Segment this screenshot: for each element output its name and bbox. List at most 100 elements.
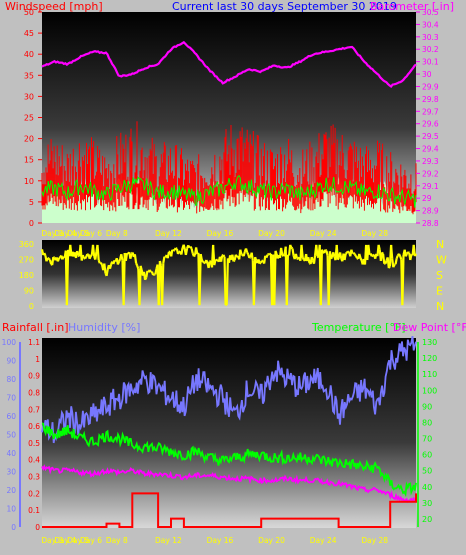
temperature-tick-label: 110 [422, 370, 437, 379]
wind-direction-segment [47, 256, 50, 260]
wind-direction-segment [51, 256, 55, 266]
x-axis-day-label: Day 5 [67, 229, 89, 238]
temperature-axis-label: Temperature [°F] [311, 321, 406, 334]
wind-direction-segment [274, 250, 278, 255]
wind-direction-segment [371, 254, 374, 258]
wind-direction-segment [300, 244, 304, 259]
wind-direction-segment [336, 257, 340, 261]
wind-direction-segment [382, 253, 386, 264]
x-axis-day-label: Day 8 [106, 229, 128, 238]
wind-tick-label: 10 [24, 177, 34, 186]
wind-direction-segment [401, 254, 405, 306]
wind-direction-segment [325, 250, 329, 257]
humidity-line [41, 335, 417, 444]
wind-tick-label: 25 [24, 114, 34, 123]
barometer-axis-label: Barometer [.in] [370, 0, 454, 13]
barometer-tick-label: 29.1 [422, 182, 439, 191]
wind-axis-label: Windspeed [mph] [5, 0, 103, 13]
wind-direction-segment [282, 253, 286, 257]
wind-direction-segment [99, 262, 104, 266]
wind-direction-segment [108, 263, 113, 269]
wind-average-area [42, 172, 416, 223]
wind-direction-segment [198, 254, 202, 306]
wind-direction-segment [205, 259, 209, 264]
wind-direction-segment [138, 265, 142, 306]
direction-tick-label: 90 [24, 287, 34, 296]
temperature-tick-label: 60 [422, 451, 432, 460]
wind-direction-segment [394, 258, 398, 265]
wind-direction-segment [124, 252, 129, 261]
wind-direction-segment [58, 256, 61, 260]
wind-direction-segment [315, 244, 319, 257]
wind-direction-segment [344, 251, 348, 255]
direction-tick-label: 270 [19, 256, 34, 265]
wind-direction-segment [182, 244, 186, 250]
barometer-tick-label: 30.4 [422, 20, 439, 29]
barometer-tick-label: 30.5 [422, 8, 439, 17]
x-axis-day-label: Day 28 [361, 229, 388, 238]
wind-direction-segment [407, 251, 410, 254]
wind-direction-segment [175, 247, 178, 250]
wind-direction-segment [180, 247, 184, 255]
wind-direction-segment [172, 249, 176, 252]
wind-tick-label: 45 [24, 29, 34, 38]
wind-direction-segment [213, 259, 217, 266]
rain-tick-label: 0.3 [28, 473, 40, 482]
wind-direction-segment [339, 252, 343, 259]
wind-direction-segment [280, 247, 284, 256]
dewpoint-axis-label: Dew Point [°F] [393, 321, 466, 334]
wind-direction-segment [267, 253, 270, 256]
barometer-tick-label: 29 [422, 194, 432, 203]
rain-tick-label: 0.8 [28, 388, 40, 397]
wind-direction-segment [291, 248, 295, 256]
wind-direction-segment [158, 260, 163, 267]
barometer-tick-label: 30.2 [422, 45, 439, 54]
barometer-line [41, 40, 417, 88]
wind-direction-segment [148, 269, 152, 273]
wind-direction-segment [324, 248, 328, 252]
wind-direction-segment [105, 269, 109, 277]
wind-direction-segment [273, 250, 277, 306]
wind-direction-segment [413, 253, 417, 257]
wind-direction-segment [320, 249, 325, 253]
wind-direction-segment [398, 253, 402, 257]
barometer-tick-label: 29.8 [422, 95, 439, 104]
wind-direction-segment [310, 256, 314, 261]
temperature-tick-label: 90 [422, 402, 432, 411]
wind-tick-label: 20 [24, 135, 34, 144]
wind-direction-segment [161, 263, 165, 306]
wind-tick-label: 5 [29, 198, 34, 207]
humidity-tick-label: 0 [11, 523, 16, 532]
wind-direction-segment [399, 255, 403, 260]
wind-direction-segment [312, 255, 317, 264]
rain-tick-label: 1.1 [28, 338, 40, 347]
wind-direction-segment [285, 254, 289, 306]
wind-direction-segment [332, 252, 336, 257]
barometer-tick-label: 29.2 [422, 169, 439, 178]
humidity-tick-label: 20 [6, 486, 16, 495]
barometer-tick-label: 29.5 [422, 132, 439, 141]
rain-tick-label: 0.5 [28, 439, 40, 448]
wind-direction-segment [294, 253, 299, 259]
direction-tick-label: 0 [29, 302, 34, 311]
temperature-tick-label: 50 [422, 467, 432, 476]
wind-direction-segment [184, 248, 189, 256]
wind-tick-label: 0 [29, 219, 34, 228]
wind-direction-segment [246, 251, 250, 256]
wind-direction-segment [359, 257, 363, 261]
humidity-tick-label: 40 [6, 449, 16, 458]
wind-direction-segment [129, 253, 133, 259]
direction-panel [42, 240, 416, 308]
x-axis-day-label: Day 6 [80, 229, 102, 238]
wind-direction-segment [358, 253, 362, 259]
wind-direction-segment [353, 253, 357, 257]
wind-direction-segment [85, 253, 89, 258]
wind-direction-segment [177, 251, 181, 255]
wind-direction-segment [91, 244, 96, 257]
wind-direction-segment [120, 253, 124, 261]
wind-tick-label: 50 [24, 8, 34, 17]
wind-direction-segment [244, 248, 249, 253]
wind-direction-segment [193, 254, 196, 258]
